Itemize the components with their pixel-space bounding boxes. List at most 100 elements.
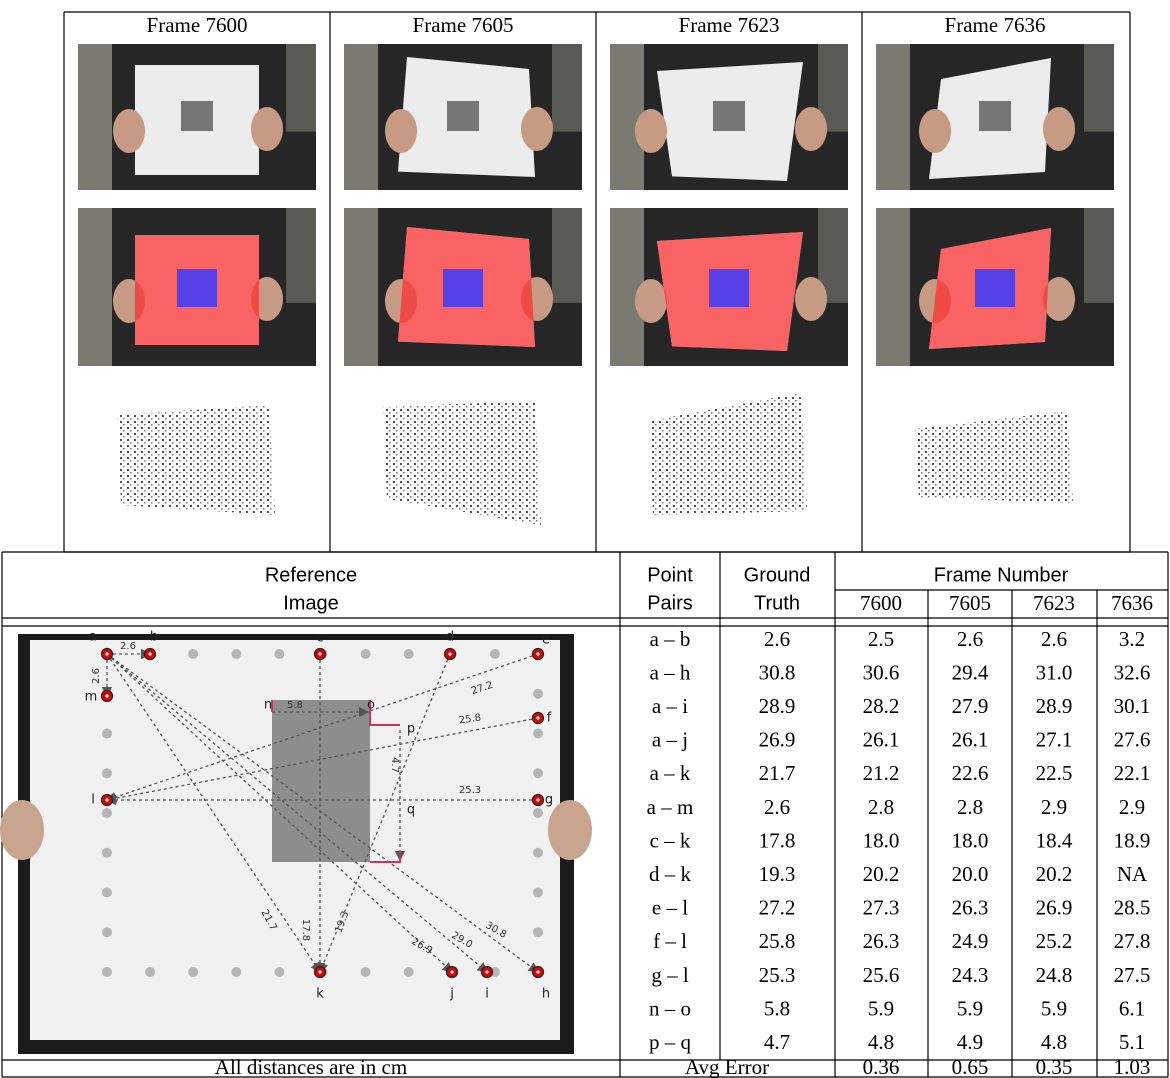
distance-label: 2.6 xyxy=(91,668,102,684)
point-center xyxy=(105,798,109,802)
point-label: k xyxy=(316,987,324,1002)
grid-dot xyxy=(533,808,543,818)
footer-value: 1.03 xyxy=(1114,1055,1151,1078)
cell: 21.2 xyxy=(863,761,900,785)
photo-shelf xyxy=(610,208,644,366)
hand xyxy=(113,109,145,153)
pair: d – k xyxy=(649,862,692,886)
overlay-core xyxy=(975,269,1015,307)
grid-dot xyxy=(102,768,112,779)
pair: a – i xyxy=(652,694,688,718)
cell: 18.0 xyxy=(952,828,989,852)
cell: 5.1 xyxy=(1119,1030,1145,1054)
pair: p – q xyxy=(649,1030,692,1054)
point-center xyxy=(448,652,452,656)
point-label: o xyxy=(367,698,375,713)
cell: 18.4 xyxy=(1036,828,1073,852)
pair: a – h xyxy=(650,660,691,684)
grid-dot xyxy=(533,768,543,779)
cell: 4.9 xyxy=(957,1030,983,1054)
hand xyxy=(635,109,667,153)
distance-label: 2.6 xyxy=(120,641,136,652)
cell: 26.1 xyxy=(863,728,900,752)
point-label: e xyxy=(542,633,550,648)
cell: 22.1 xyxy=(1114,761,1151,785)
point-label: i xyxy=(485,987,489,1002)
cell: 5.8 xyxy=(764,996,790,1020)
grid-dot xyxy=(145,967,156,977)
point-label: f xyxy=(547,711,552,726)
header: Image xyxy=(283,592,339,614)
point-center xyxy=(536,798,540,802)
cell: 27.9 xyxy=(952,694,989,718)
cell: 20.0 xyxy=(952,862,989,886)
cell: 27.8 xyxy=(1114,929,1151,953)
footer-value: 0.36 xyxy=(863,1055,900,1078)
distance-label: 5.8 xyxy=(287,700,303,711)
point-center xyxy=(105,694,109,698)
hand xyxy=(795,107,827,151)
cell: 26.9 xyxy=(759,728,796,752)
point-cloud xyxy=(649,393,807,515)
cell: 20.2 xyxy=(1036,862,1073,886)
pair: e – l xyxy=(652,896,688,920)
overlay-core xyxy=(177,269,217,307)
point-label: b xyxy=(150,630,158,645)
overlay-core xyxy=(443,269,483,307)
cell: 2.6 xyxy=(957,627,983,651)
point-center xyxy=(536,652,540,656)
cell: 28.9 xyxy=(1036,694,1073,718)
cell: 27.3 xyxy=(863,896,900,920)
grid-dot xyxy=(489,649,500,659)
point-label: d xyxy=(446,630,454,645)
header: Truth xyxy=(754,592,800,614)
point-label: h xyxy=(542,987,550,1002)
grid-dot xyxy=(533,847,543,858)
cell: 26.9 xyxy=(1036,896,1073,920)
cell: 27.6 xyxy=(1114,728,1151,752)
grid-dot xyxy=(102,808,112,818)
photo-shelf xyxy=(344,44,378,190)
cell: 21.7 xyxy=(759,761,796,785)
point-cloud xyxy=(383,401,541,525)
cell: 25.2 xyxy=(1036,929,1073,953)
frame-title: Frame 7623 xyxy=(679,13,780,37)
hand xyxy=(251,107,283,151)
point-center xyxy=(148,652,152,656)
cell: 31.0 xyxy=(1036,660,1073,684)
hand xyxy=(795,277,827,321)
cell: 26.3 xyxy=(952,896,989,920)
pair: g – l xyxy=(651,963,689,987)
point-label: p xyxy=(407,722,415,737)
pair: c – k xyxy=(650,828,691,852)
cell: 17.8 xyxy=(759,828,796,852)
point-label: a xyxy=(89,630,97,645)
photo-shelf xyxy=(344,208,378,366)
photo-shelf-side xyxy=(286,44,316,132)
photo-shelf-side xyxy=(286,208,316,303)
cell: 25.6 xyxy=(863,963,900,987)
cell: 30.6 xyxy=(863,660,900,684)
grid-dot xyxy=(274,649,285,659)
marker xyxy=(713,101,745,131)
grid-dot xyxy=(360,649,371,659)
header: Reference xyxy=(265,564,357,586)
pair: a – b xyxy=(650,627,691,651)
distance-arrow xyxy=(106,653,488,973)
photo-shelf xyxy=(78,208,112,366)
grid-dot xyxy=(533,887,543,898)
header: Pairs xyxy=(647,592,693,614)
marker xyxy=(181,101,213,131)
frame-title: Frame 7600 xyxy=(147,13,248,37)
cell: 20.2 xyxy=(863,862,900,886)
photo-shelf-side xyxy=(552,208,582,303)
footer-label: Avg Error xyxy=(685,1055,769,1078)
cell: 2.9 xyxy=(1041,795,1067,819)
cell: 5.9 xyxy=(868,996,894,1020)
pair: a – j xyxy=(652,728,688,752)
cell: 4.8 xyxy=(868,1030,894,1054)
distance-label: 4.7 xyxy=(389,757,400,773)
photo-shelf xyxy=(876,44,910,190)
